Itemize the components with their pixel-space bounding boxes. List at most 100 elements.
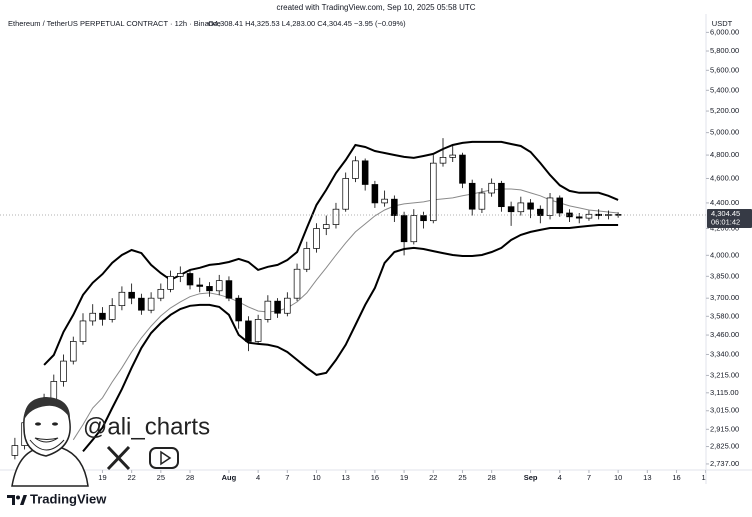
candle-body bbox=[245, 320, 252, 342]
candle-body bbox=[400, 215, 408, 243]
candle-body bbox=[595, 213, 602, 216]
candle-body bbox=[439, 157, 447, 164]
plot-area: 131619222528Aug4710131619222528Sep471013… bbox=[0, 138, 710, 482]
candle-body bbox=[459, 154, 466, 184]
candle-body bbox=[157, 288, 165, 299]
candle-body bbox=[605, 214, 612, 216]
candle-body bbox=[468, 182, 476, 210]
x-tick-label: 25 bbox=[458, 473, 466, 482]
candle-body bbox=[361, 160, 369, 185]
x-tick-label: 22 bbox=[127, 473, 135, 482]
y-tick-label: 3,850.00 bbox=[710, 271, 739, 280]
bollinger-upper bbox=[43, 140, 619, 366]
candle-body bbox=[177, 273, 184, 277]
y-tick-label: 3,115.00 bbox=[710, 388, 739, 397]
candle-body bbox=[254, 319, 262, 342]
candle-body bbox=[293, 268, 301, 299]
candle-body bbox=[478, 192, 486, 210]
candle-body bbox=[118, 291, 126, 307]
x-icon bbox=[106, 445, 131, 471]
candle-body bbox=[128, 291, 135, 299]
candle-body bbox=[556, 197, 564, 214]
candle-body bbox=[225, 280, 233, 299]
price-axis: 2,737.00 2,825.00 2,915.00 3,015.00 3,115.00… bbox=[706, 27, 739, 468]
y-tick-label: 4,600.00 bbox=[710, 173, 739, 182]
candle-body bbox=[352, 160, 359, 179]
brand: TradingView bbox=[30, 491, 107, 506]
x-tick-label: 28 bbox=[186, 473, 194, 482]
y-tick-label: 2,825.00 bbox=[710, 442, 739, 451]
x-tick-label: 19 bbox=[400, 473, 408, 482]
candle-body bbox=[89, 312, 96, 322]
candle-body bbox=[99, 312, 106, 320]
candle-body bbox=[313, 228, 320, 249]
y-tick-label: 3,015.00 bbox=[710, 406, 739, 415]
candle-body bbox=[186, 273, 194, 286]
y-tick-label: 3,340.00 bbox=[710, 349, 739, 358]
countdown-label: 06:01:42 bbox=[711, 217, 740, 226]
candle-body bbox=[284, 297, 291, 314]
candle-body bbox=[420, 215, 427, 222]
candle-body bbox=[537, 208, 544, 216]
y-tick-label: 3,215.00 bbox=[710, 370, 739, 379]
candle-body bbox=[69, 341, 77, 362]
candle-body bbox=[381, 198, 388, 204]
y-tick-label: 4,400.00 bbox=[710, 198, 739, 207]
y-tick-label: 2,915.00 bbox=[710, 424, 739, 433]
last-price-label: 4,304.45 bbox=[711, 209, 740, 218]
y-tick-label: 6,000.00 bbox=[710, 27, 739, 36]
x-tick-label: 16 bbox=[371, 473, 379, 482]
candle-body bbox=[274, 300, 281, 314]
x-tick-label: Aug bbox=[222, 473, 237, 482]
x-tick-label: 19 bbox=[98, 473, 106, 482]
bollinger-basis bbox=[72, 188, 619, 441]
candle-body bbox=[147, 297, 155, 311]
candle-body bbox=[498, 182, 505, 208]
x-tick-label: 10 bbox=[312, 473, 320, 482]
avatar bbox=[11, 397, 89, 487]
x-tick-label: 16 bbox=[672, 473, 680, 482]
y-tick-label: 5,600.00 bbox=[710, 65, 739, 74]
youtube-play bbox=[160, 450, 172, 466]
candle-body bbox=[585, 213, 593, 219]
candle-body bbox=[391, 198, 398, 216]
youtube-icon bbox=[149, 447, 179, 469]
candle-body bbox=[410, 215, 418, 243]
watermark-handle: @ali_charts bbox=[83, 413, 210, 440]
x-tick-label: 22 bbox=[429, 473, 437, 482]
x-tick-label: 7 bbox=[285, 473, 289, 482]
x-tick-label: 25 bbox=[157, 473, 165, 482]
candle-body bbox=[488, 182, 495, 194]
candle-body bbox=[449, 154, 457, 158]
y-tick-label: 5,000.00 bbox=[710, 128, 739, 137]
tradingview-logo: TradingView bbox=[7, 491, 107, 506]
x-tick-label: 28 bbox=[487, 473, 495, 482]
x-tick-label: 13 bbox=[342, 473, 350, 482]
candle-body bbox=[138, 297, 145, 311]
candle-body bbox=[167, 275, 174, 290]
x-tick-label: Sep bbox=[524, 473, 538, 482]
candle-body bbox=[108, 305, 116, 320]
candle-body bbox=[322, 224, 330, 229]
x-tick-label: 19 bbox=[702, 473, 710, 482]
candle-body bbox=[79, 320, 87, 342]
candle-body bbox=[264, 300, 272, 320]
symbol-title: Ethereum / TetherUS PERPETUAL CONTRACT ·… bbox=[8, 19, 221, 28]
candle-body bbox=[546, 197, 554, 216]
candle-body bbox=[332, 208, 340, 225]
candle-body bbox=[50, 381, 58, 400]
candle-body bbox=[11, 445, 19, 456]
watermark: @ali_charts bbox=[11, 397, 210, 487]
candle-body bbox=[215, 280, 223, 292]
candle-body bbox=[196, 284, 204, 287]
created-note: created with TradingView.com, Sep 10, 20… bbox=[276, 3, 475, 12]
candle-body bbox=[371, 184, 379, 204]
x-tick-label: 7 bbox=[587, 473, 591, 482]
y-tick-label: 4,000.00 bbox=[710, 250, 739, 259]
candle-body bbox=[235, 297, 242, 322]
y-tick-label: 3,700.00 bbox=[710, 293, 739, 302]
candle-body bbox=[206, 286, 213, 292]
ohlc-readout: O4,308.41 H4,325.53 L4,283.00 C4,304.45 … bbox=[208, 19, 406, 28]
